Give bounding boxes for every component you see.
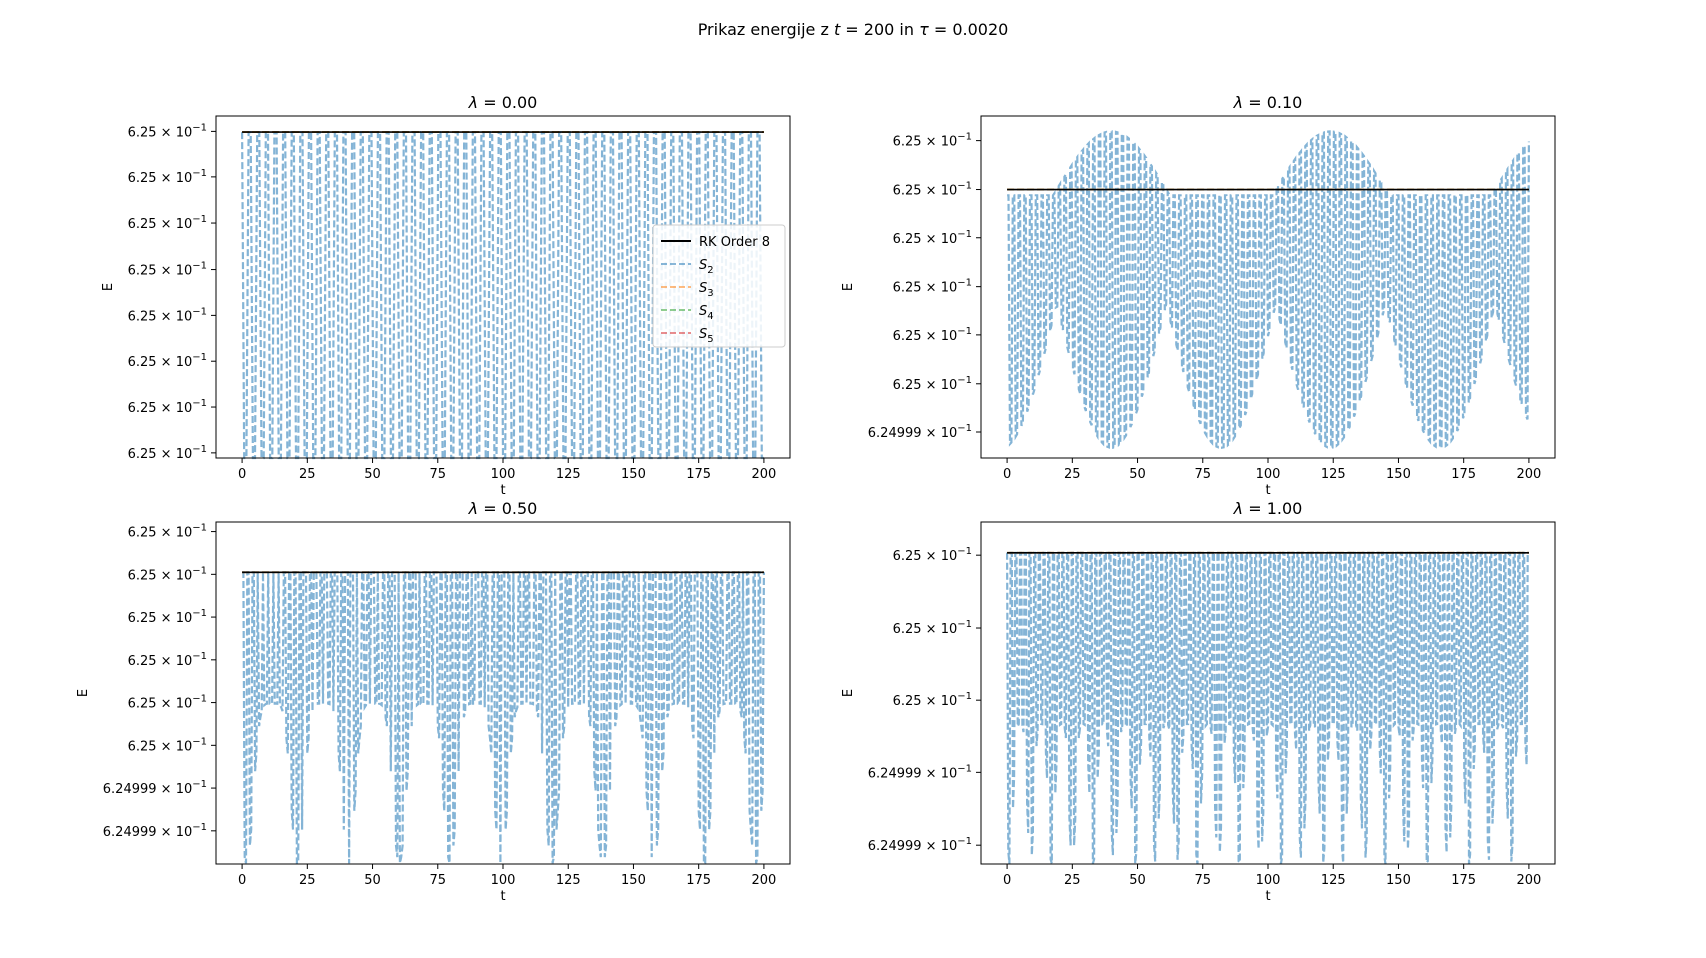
- y-tick-label: 6.24999 × 10−1: [868, 836, 972, 854]
- x-tick-label: 50: [1129, 873, 1146, 888]
- s2-series-line: [1007, 130, 1530, 450]
- legend-label-rk: RK Order 8: [699, 235, 770, 250]
- x-axis-label: t: [500, 483, 505, 498]
- y-tick-label: 6.25 × 10−1: [893, 691, 972, 709]
- x-tick-label: 175: [686, 467, 711, 482]
- x-tick-label: 150: [621, 873, 646, 888]
- x-tick-label: 100: [1256, 467, 1281, 482]
- y-tick-label: 6.25 × 10−1: [128, 352, 207, 370]
- x-tick-label: 175: [686, 873, 711, 888]
- y-tick-label: 6.24999 × 10−1: [868, 763, 972, 781]
- x-tick-label: 200: [751, 467, 776, 482]
- x-tick-label: 25: [1064, 467, 1081, 482]
- x-tick-label: 50: [364, 873, 381, 888]
- x-axis-label: t: [500, 889, 505, 904]
- x-tick-label: 100: [491, 873, 516, 888]
- y-tick-label: 6.25 × 10−1: [893, 132, 972, 150]
- figure-suptitle: Prikaz energije z t = 200 in τ = 0.0020: [698, 20, 1009, 39]
- y-tick-label: 6.24999 × 10−1: [103, 779, 207, 797]
- x-tick-label: 75: [1194, 467, 1211, 482]
- y-tick-label: 6.25 × 10−1: [128, 444, 207, 462]
- x-tick-label: 125: [556, 467, 581, 482]
- y-tick-label: 6.25 × 10−1: [128, 608, 207, 626]
- x-tick-label: 100: [1256, 873, 1281, 888]
- x-tick-label: 75: [429, 873, 446, 888]
- x-tick-label: 0: [1003, 873, 1011, 888]
- y-tick-label: 6.25 × 10−1: [128, 651, 207, 669]
- y-tick-label: 6.25 × 10−1: [128, 306, 207, 324]
- y-tick-label: 6.25 × 10−1: [893, 229, 972, 247]
- legend-label-s5: S5: [699, 327, 714, 345]
- x-tick-label: 25: [299, 467, 316, 482]
- subplot-lambda-0-50: 0 25 50 75 100 125 150 175 200 t 6.25 × 10−1 6.25 ×…: [76, 499, 791, 904]
- x-tick-label: 125: [556, 873, 581, 888]
- y-axis-label: E: [841, 283, 856, 291]
- legend-label-s2: S2: [699, 258, 714, 276]
- y-tick-label: 6.25 × 10−1: [893, 619, 972, 637]
- x-axis-label: t: [1265, 889, 1270, 904]
- x-tick-label: 50: [1129, 467, 1146, 482]
- y-axis-label: E: [841, 689, 856, 697]
- y-tick-label: 6.25 × 10−1: [128, 736, 207, 754]
- s2-series-line: [242, 571, 765, 865]
- x-tick-label: 75: [429, 467, 446, 482]
- subplot-title: λ = 0.50: [468, 499, 538, 518]
- x-tick-label: 175: [1451, 873, 1476, 888]
- x-tick-label: 25: [299, 873, 316, 888]
- y-axis-label: E: [76, 689, 91, 697]
- x-tick-label: 0: [1003, 467, 1011, 482]
- y-tick-label: 6.25 × 10−1: [128, 214, 207, 232]
- subplot-lambda-0-10: 0 25 50 75 100 125 150 175 200 t 6.25 × 10−1 6.25 ×…: [841, 93, 1556, 498]
- y-tick-label: 6.25 × 10−1: [128, 168, 207, 186]
- subplot-lambda-1-00: 0 25 50 75 100 125 150 175 200 t 6.25 × 10−1 6.25 ×…: [841, 499, 1556, 904]
- y-tick-label: 6.25 × 10−1: [893, 375, 972, 393]
- x-tick-label: 150: [1386, 467, 1411, 482]
- y-tick-label: 6.25 × 10−1: [128, 261, 207, 279]
- x-tick-label: 150: [1386, 873, 1411, 888]
- subplot-title: λ = 0.00: [468, 93, 538, 112]
- y-tick-label: 6.25 × 10−1: [128, 565, 207, 583]
- x-tick-label: 0: [238, 873, 246, 888]
- x-tick-label: 200: [751, 873, 776, 888]
- y-tick-label: 6.25 × 10−1: [893, 181, 972, 199]
- y-tick-label: 6.24999 × 10−1: [868, 423, 972, 441]
- s2-series-line: [1006, 551, 1529, 866]
- y-tick-label: 6.25 × 10−1: [893, 326, 972, 344]
- x-tick-label: 150: [621, 467, 646, 482]
- y-tick-label: 6.24999 × 10−1: [103, 822, 207, 840]
- x-tick-label: 100: [491, 467, 516, 482]
- subplot-title: λ = 0.10: [1233, 93, 1303, 112]
- x-axis-label: t: [1265, 483, 1270, 498]
- x-tick-label: 125: [1321, 873, 1346, 888]
- x-tick-label: 75: [1194, 873, 1211, 888]
- y-axis-label: E: [101, 283, 116, 291]
- legend-box: [652, 224, 786, 348]
- x-tick-label: 200: [1516, 873, 1541, 888]
- y-tick-label: 6.25 × 10−1: [128, 398, 207, 416]
- x-tick-label: 175: [1451, 467, 1476, 482]
- subplot-title: λ = 1.00: [1233, 499, 1303, 518]
- y-tick-label: 6.25 × 10−1: [893, 546, 972, 564]
- y-tick-label: 6.25 × 10−1: [128, 523, 207, 541]
- x-tick-label: 125: [1321, 467, 1346, 482]
- y-tick-label: 6.25 × 10−1: [128, 122, 207, 140]
- y-tick-label: 6.25 × 10−1: [893, 278, 972, 296]
- x-tick-label: 50: [364, 467, 381, 482]
- x-tick-label: 0: [238, 467, 246, 482]
- legend: RK Order 8 S2 S3 S4 S5: [652, 224, 786, 348]
- subplot-lambda-0-00: 0 25 50 75 100 125 150 175 200 t 6.25 × 10−1 6.25 ×…: [101, 93, 791, 498]
- x-tick-label: 25: [1064, 873, 1081, 888]
- x-tick-label: 200: [1516, 467, 1541, 482]
- legend-label-s4: S4: [699, 304, 714, 322]
- legend-label-s3: S3: [699, 281, 714, 299]
- y-tick-label: 6.25 × 10−1: [128, 694, 207, 712]
